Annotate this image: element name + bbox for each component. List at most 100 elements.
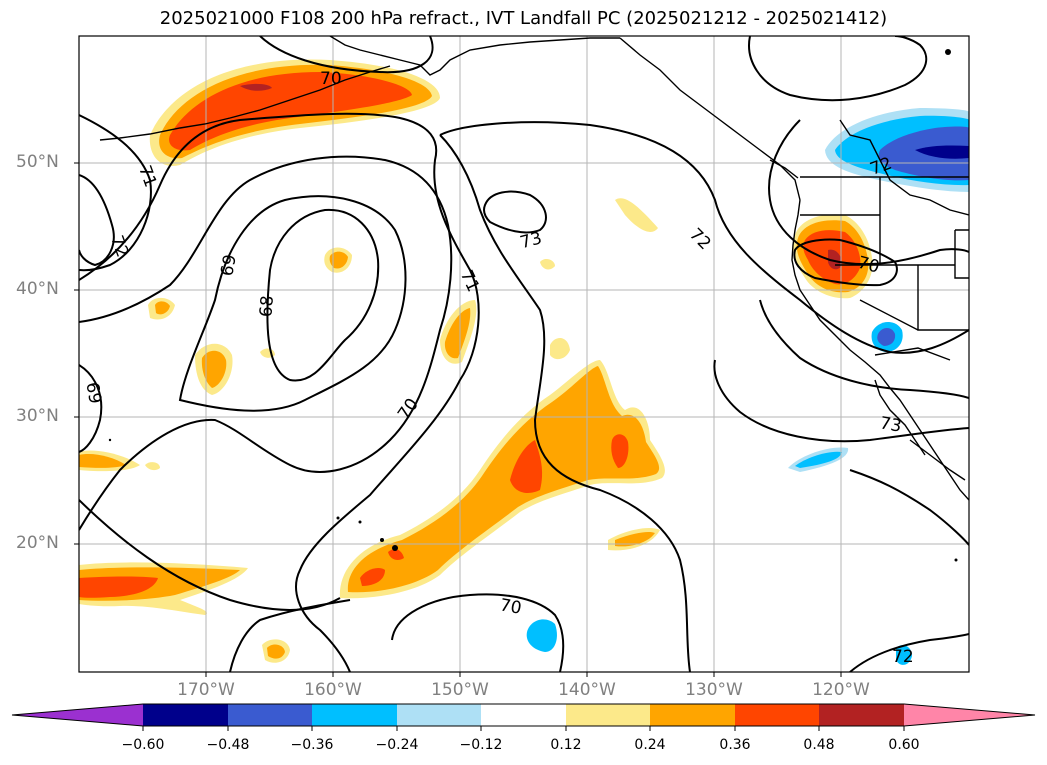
shade-baja-negative-strong	[877, 328, 896, 346]
shade-patch-1-mid	[329, 251, 348, 269]
contour-label: 72	[892, 647, 914, 667]
contour-72-west	[79, 174, 115, 267]
islands	[108, 49, 958, 562]
lon-label: 120°W	[812, 680, 870, 700]
colorbar-segment	[228, 704, 312, 726]
shade-patch-12	[145, 462, 160, 471]
shade-patch-8-mid	[79, 454, 126, 468]
colorbar-tick-label: 0.12	[550, 737, 582, 753]
contour-label: 73	[878, 413, 903, 436]
axis-ticks	[74, 162, 842, 677]
shade-patch-6	[615, 198, 658, 232]
contour-71-west	[79, 114, 152, 272]
colorbar-segment	[650, 704, 735, 726]
contour-69-lower-left	[79, 499, 341, 611]
shade-canada-negative-peak	[915, 145, 969, 159]
coast-baja	[874, 379, 926, 456]
contour-label: 68	[256, 295, 278, 318]
contour-69	[178, 195, 407, 412]
contour-70-east-closed	[793, 238, 898, 287]
contour-71-east	[759, 299, 969, 399]
shade-patch-2-mid	[155, 301, 170, 315]
lat-label: 20°N	[16, 533, 59, 553]
contour-70-lower	[391, 593, 565, 672]
contour-label: 69	[81, 381, 104, 406]
shade-patch-9-mid	[267, 644, 285, 659]
shade-patch-5	[550, 338, 570, 360]
colorbar-segment	[819, 704, 904, 726]
shade-central-plume-core-a	[510, 440, 543, 493]
contour-68	[266, 208, 380, 382]
filled-anomaly-shading	[79, 59, 969, 665]
colorbar-segment	[735, 704, 819, 726]
shade-aleutian-band-core	[169, 72, 412, 151]
colorbar-tick-label: 0.48	[803, 737, 835, 753]
lon-label: 150°W	[431, 680, 489, 700]
contour-73-east	[713, 359, 969, 443]
lat-label: 40°N	[16, 279, 59, 299]
contour-73	[483, 190, 547, 234]
contour-label: 69	[217, 253, 240, 278]
colorbar-segment	[397, 704, 481, 726]
shade-central-plume-core-b	[611, 434, 629, 468]
shade-patch-7-mid	[615, 531, 655, 547]
coast-vancouver-island	[769, 159, 799, 179]
lon-label: 140°W	[558, 680, 616, 700]
colorbar-tick-label: 0.36	[719, 737, 751, 753]
colorbar-segment	[143, 704, 228, 726]
shade-western-band-core	[79, 576, 158, 598]
coast-mexico	[909, 439, 966, 481]
map-title: 2025021000 F108 200 hPa refract., IVT La…	[159, 8, 888, 29]
colorbar-segment	[481, 704, 566, 726]
shade-patch-10	[540, 259, 555, 270]
shade-southeast-negative	[896, 645, 912, 665]
contour-72-central	[439, 121, 969, 354]
colorbar-tick-label: −0.24	[375, 737, 419, 753]
shade-patch-3-mid	[201, 350, 227, 388]
colorbar-tick-label: −0.48	[206, 737, 250, 753]
colorbar-tick-label: −0.12	[459, 737, 503, 753]
coast-southeast-alaska	[619, 37, 801, 201]
shade-patch-4-mid	[444, 308, 471, 359]
colorbar-extend-high	[904, 704, 1035, 726]
shade-central-plume-core-c	[360, 567, 385, 586]
colorbar-tick-label: 0.24	[634, 737, 666, 753]
coastlines	[99, 36, 969, 501]
colorbar-tick-label: 0.60	[888, 737, 920, 753]
contour-72-north	[748, 36, 928, 102]
contour-71-main	[79, 112, 480, 672]
border-canada-provinces	[839, 119, 969, 216]
contour-72-southeast	[849, 469, 969, 546]
gridlines	[79, 36, 969, 672]
contour-label: 70	[320, 69, 342, 89]
shade-central-plume-mid	[347, 366, 660, 593]
lon-label: 170°W	[177, 680, 235, 700]
coast-alaska-peninsula	[99, 65, 391, 141]
coast-alaska-mainland	[329, 36, 620, 76]
contour-label: 70	[498, 595, 523, 618]
colorbar-tick-label: −0.60	[121, 737, 165, 753]
map-frame	[78, 35, 970, 673]
shade-aleutian-band-peak	[240, 83, 272, 91]
shade-mexico-negative-strong	[795, 451, 842, 468]
shade-lower-negative	[526, 619, 557, 652]
colorbar-segment	[312, 704, 397, 726]
colorbar-tick-label: −0.36	[290, 737, 334, 753]
contour-70-north	[259, 36, 434, 74]
contour-69-west	[79, 364, 103, 453]
lat-label: 50°N	[16, 152, 59, 172]
contour-72-southeast-lower	[849, 633, 969, 672]
lon-label: 130°W	[685, 680, 743, 700]
border-states	[800, 177, 969, 331]
colorbar-segment	[566, 704, 650, 726]
contour-70-main	[79, 155, 453, 531]
contour-lines	[79, 36, 969, 672]
colorbar-extend-low	[12, 704, 143, 726]
contour-72-east	[768, 119, 969, 266]
colorbar	[11, 703, 1036, 731]
lon-label: 160°W	[304, 680, 362, 700]
contour-71-central	[439, 134, 691, 672]
coast-west-us	[791, 199, 969, 501]
lat-label: 30°N	[16, 406, 59, 426]
